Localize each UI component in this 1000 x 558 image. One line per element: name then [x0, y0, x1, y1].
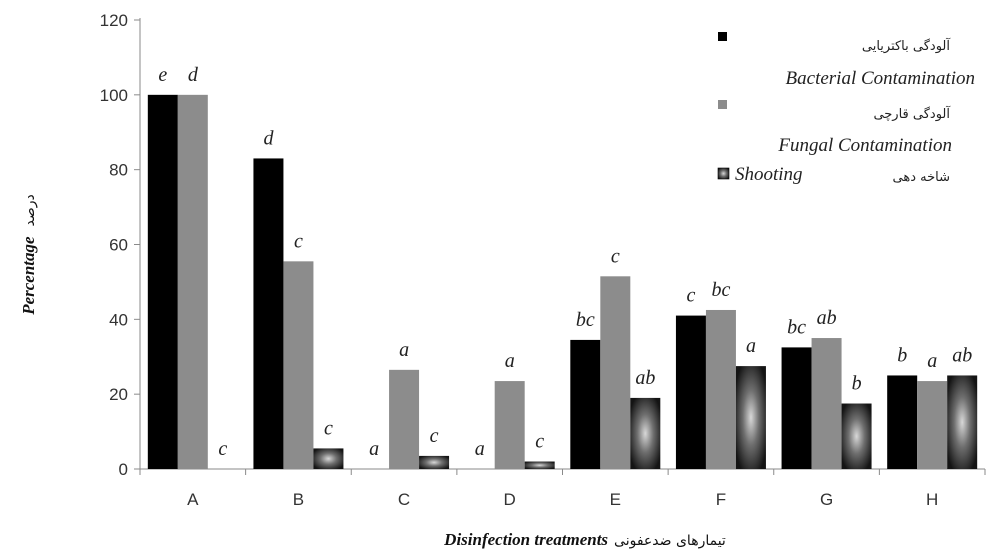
bar-shooting-B: [313, 448, 344, 469]
sig-label-shooting-A: c: [218, 438, 227, 460]
bar-bacterial-contamination-E: [570, 339, 601, 469]
category-label-B: B: [293, 490, 304, 509]
bar-fungal-contamination-D: [494, 381, 525, 469]
bar-shooting-C: [419, 455, 450, 469]
sig-label-fungal-contamination-C: a: [399, 339, 409, 361]
category-label-D: D: [504, 490, 516, 509]
bar-bacterial-contamination-H: [887, 375, 918, 469]
y-tick-label-80: 80: [109, 161, 128, 180]
sig-label-shooting-C: c: [430, 425, 439, 447]
x-axis-title-fa: تیمارهای ضدعفونی: [614, 533, 726, 549]
bar-shooting-G: [841, 403, 872, 469]
sig-label-bacterial-contamination-E: bc: [576, 309, 595, 331]
bar-shooting-D: [524, 461, 555, 469]
legend-label-en-fungal-contamination: Fungal Contamination: [777, 135, 952, 156]
category-label-E: E: [610, 490, 621, 509]
y-axis-title: Percentage درصد: [19, 194, 38, 316]
sig-label-fungal-contamination-F: bc: [711, 279, 730, 301]
sig-label-bacterial-contamination-D: a: [475, 438, 485, 460]
category-label-A: A: [187, 490, 199, 509]
bar-bacterial-contamination-A: [147, 94, 178, 469]
sig-label-shooting-E: ab: [635, 367, 655, 389]
legend-label-en-shooting: Shooting: [735, 164, 803, 185]
sig-label-shooting-B: c: [324, 417, 333, 439]
bar-fungal-contamination-C: [389, 369, 420, 469]
sig-label-fungal-contamination-E: c: [611, 245, 620, 267]
sig-label-shooting-D: c: [535, 431, 544, 453]
bar-shooting-H: [947, 375, 978, 469]
y-tick-label-20: 20: [109, 385, 128, 404]
category-label-F: F: [716, 490, 726, 509]
sig-label-bacterial-contamination-C: a: [369, 438, 379, 460]
bar-fungal-contamination-F: [705, 309, 736, 469]
y-tick-label-60: 60: [109, 236, 128, 255]
legend-swatch-fungal-contamination: [718, 100, 727, 109]
sig-label-bacterial-contamination-G: bc: [787, 316, 806, 338]
legend-label-en-bacterial-contamination: Bacterial Contamination: [786, 68, 975, 89]
sig-label-shooting-H: ab: [952, 344, 972, 366]
sig-label-bacterial-contamination-F: c: [686, 285, 695, 307]
y-tick-label-120: 120: [100, 11, 128, 30]
y-tick-label-40: 40: [109, 310, 128, 329]
bar-fungal-contamination-H: [917, 381, 948, 469]
sig-label-fungal-contamination-H: a: [927, 350, 937, 372]
legend-swatch-bacterial-contamination: [718, 32, 727, 41]
sig-label-fungal-contamination-B: c: [294, 230, 303, 252]
category-label-C: C: [398, 490, 410, 509]
y-tick-label-0: 0: [119, 460, 128, 479]
bar-bacterial-contamination-B: [253, 158, 284, 470]
sig-label-bacterial-contamination-A: e: [158, 64, 167, 86]
sig-label-shooting-F: a: [746, 335, 756, 357]
sig-label-bacterial-contamination-B: d: [263, 127, 274, 149]
legend-swatch-shooting: [717, 167, 730, 180]
y-axis-title-fa: درصد: [22, 194, 38, 226]
bar-fungal-contamination-A: [177, 94, 208, 469]
legend: آلودگی باکتریایی Bacterial Contamination آ…: [717, 32, 975, 185]
legend-label-fa-fungal-contamination: آلودگی قارچی: [873, 105, 951, 122]
category-label-G: G: [820, 490, 833, 509]
bar-fungal-contamination-G: [811, 338, 842, 469]
bar-fungal-contamination-B: [283, 261, 314, 469]
sig-label-shooting-G: b: [852, 373, 862, 395]
x-axis-title-en: Disinfection treatments: [443, 530, 608, 549]
bar-bacterial-contamination-F: [675, 315, 706, 469]
y-axis-title-en: Percentage: [19, 236, 38, 316]
category-label-H: H: [926, 490, 938, 509]
bar-bacterial-contamination-G: [781, 347, 812, 469]
sig-label-bacterial-contamination-H: b: [897, 344, 907, 366]
sig-label-fungal-contamination-G: ab: [817, 307, 837, 329]
sig-label-fungal-contamination-A: d: [188, 64, 199, 86]
bar-shooting-E: [630, 397, 661, 469]
bar-fungal-contamination-E: [600, 276, 631, 469]
x-axis-title: Disinfection treatments تیمارهای ضدعفونی: [443, 530, 726, 549]
legend-label-fa-bacterial-contamination: آلودگی باکتریایی: [862, 37, 952, 54]
sig-label-fungal-contamination-D: a: [505, 350, 515, 372]
bar-shooting-F: [735, 366, 766, 469]
legend-label-fa-shooting: شاخه دهی: [893, 170, 950, 185]
y-tick-label-100: 100: [100, 86, 128, 105]
